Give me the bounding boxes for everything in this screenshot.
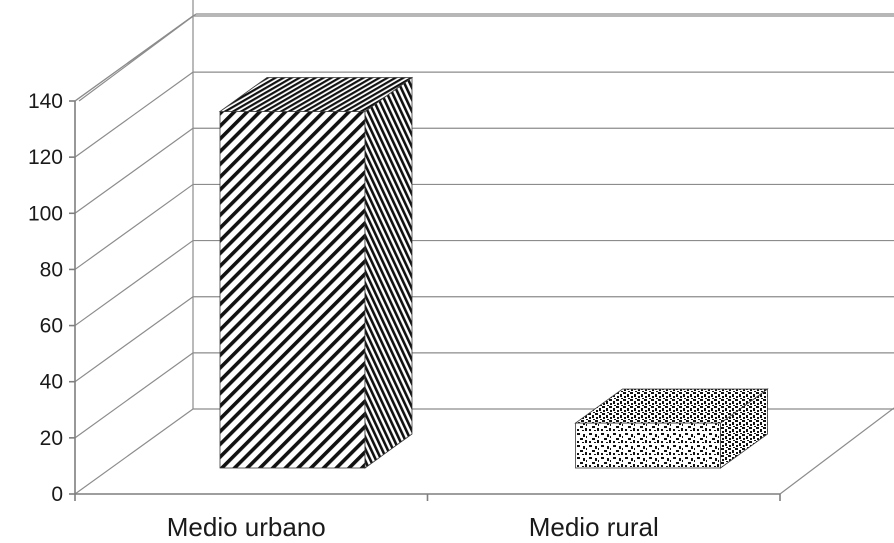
- gridline-diagonal: [74, 240, 194, 327]
- bar-top-face: [218, 77, 414, 112]
- wall-top-diagonal-2: [78, 13, 197, 102]
- gridline-diagonal: [74, 71, 194, 158]
- gridline-diagonal: [74, 183, 194, 270]
- y-tick-label: 40: [40, 371, 63, 394]
- x-category-label: Medio rural: [529, 512, 659, 542]
- gridlines: [74, 0, 894, 495]
- bar-side-face: [364, 76, 413, 469]
- bar-front-face: [219, 111, 366, 469]
- y-tick-label: 80: [40, 258, 63, 281]
- gridline-diagonal: [74, 127, 194, 214]
- bar-medio-rural: [574, 388, 769, 469]
- bar-top-face: [574, 388, 769, 424]
- bar-front-face: [575, 422, 721, 469]
- category-labels: Medio urbano Medio rural: [167, 512, 659, 542]
- y-tick-label: 60: [40, 315, 63, 338]
- gridline-diagonal: [74, 408, 194, 495]
- y-axis-tick-labels: 0 20 40 60 80 100 120 140: [28, 90, 63, 506]
- x-category-label: Medio urbano: [167, 512, 326, 542]
- axes: [69, 100, 781, 501]
- bar-medio-urbano: [218, 76, 414, 469]
- y-tick-label: 0: [51, 483, 63, 506]
- gridline-diagonal: [74, 296, 194, 383]
- y-tick-label: 120: [28, 146, 63, 169]
- y-tick-label: 100: [28, 202, 63, 225]
- y-tick-label: 140: [28, 90, 63, 113]
- gridline-diagonal: [74, 352, 194, 439]
- bars: [218, 76, 769, 469]
- y-tick-label: 20: [40, 427, 63, 450]
- floor-right-edge: [779, 407, 894, 495]
